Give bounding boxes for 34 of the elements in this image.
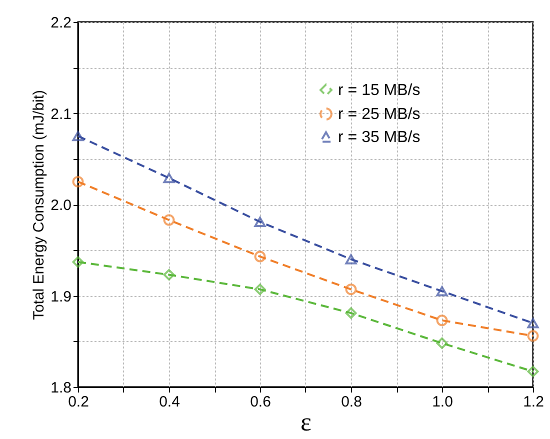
legend-label: r = 35 MB/s [338, 129, 420, 146]
point [254, 250, 266, 262]
x-tick-label: 1.0 [432, 394, 453, 410]
point [345, 254, 357, 264]
point [436, 337, 448, 349]
point [163, 214, 175, 226]
point [436, 314, 448, 326]
point [163, 269, 175, 281]
point [436, 286, 448, 296]
point [527, 330, 539, 342]
point [254, 284, 266, 296]
y-tick-label: 1.9 [50, 288, 72, 306]
y-tick-label: 2.1 [50, 106, 72, 123]
point [72, 130, 84, 142]
y-axis-title: Total Energy Consumption (mJ/bit) [30, 90, 48, 320]
y-tick-label: 2.2 [50, 14, 72, 32]
point [527, 318, 539, 328]
point [345, 307, 357, 319]
point [345, 284, 357, 296]
legend-label: r = 25 MB/s [338, 106, 420, 123]
point [527, 366, 539, 378]
point [72, 176, 84, 188]
point [254, 216, 266, 227]
x-tick-label: 0.2 [68, 394, 89, 410]
y-tick-label: 2.0 [50, 197, 72, 214]
x-tick-label: 0.6 [250, 394, 271, 410]
point [72, 256, 84, 268]
legend-label: r = 15 MB/s [338, 82, 420, 99]
x-tick-label: 1.2 [523, 394, 544, 410]
point [163, 172, 175, 184]
x-axis-title: ε [300, 408, 312, 436]
y-tick-label: 1.8 [50, 380, 72, 396]
x-tick-label: 0.8 [341, 394, 362, 410]
x-tick-label: 0.4 [159, 394, 180, 410]
